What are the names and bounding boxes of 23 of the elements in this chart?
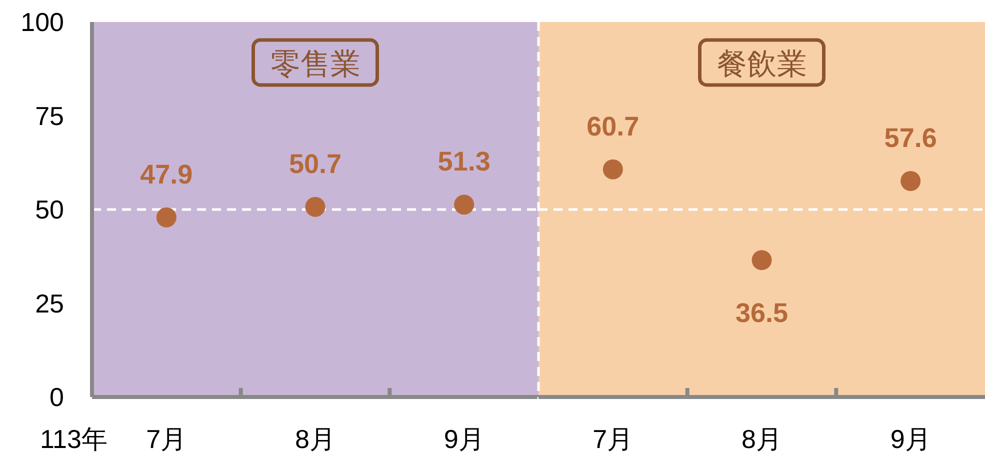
y-tick-label: 25 <box>35 288 64 318</box>
y-tick-label: 100 <box>20 7 64 37</box>
x-tick-label: 9月 <box>444 424 484 453</box>
y-tick-label: 0 <box>50 382 64 412</box>
data-label: 57.6 <box>884 123 937 153</box>
data-label: 50.7 <box>288 148 342 179</box>
point <box>156 207 176 228</box>
x-tick-label: 8月 <box>295 424 336 453</box>
data-label: 51.3 <box>438 146 490 177</box>
y-tick-label: 50 <box>35 194 64 224</box>
x-tick-label: 8月 <box>742 424 782 453</box>
point <box>454 194 474 215</box>
band-label: 餐飲業 <box>716 48 807 81</box>
x-tick-label: 7月 <box>146 424 187 453</box>
x-axis-title: 113年 <box>40 424 108 453</box>
data-label: 60.7 <box>586 111 640 142</box>
data-label: 47.9 <box>140 159 193 190</box>
x-tick-label: 7月 <box>592 424 634 453</box>
y-tick-label: 75 <box>35 100 64 131</box>
band-label: 零售業 <box>270 48 360 81</box>
point <box>305 196 326 217</box>
x-tick-label: 9月 <box>890 424 931 453</box>
data-label: 36.5 <box>735 298 788 328</box>
